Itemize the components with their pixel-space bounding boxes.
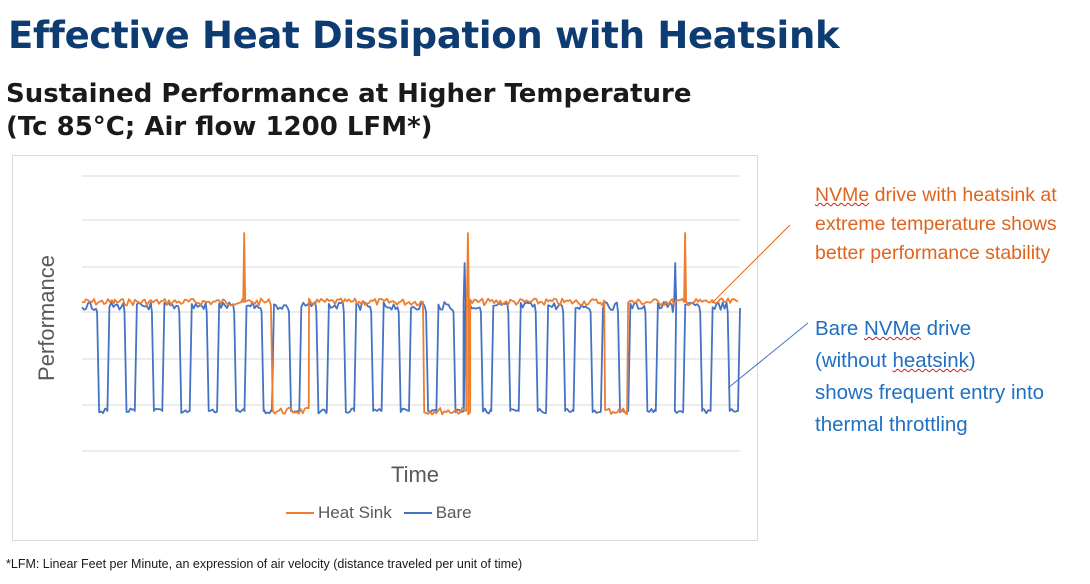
legend-label-heat-sink: Heat Sink (318, 503, 392, 522)
bare-annotation-line-1: Bare NVMe drive (815, 317, 972, 340)
subtitle-line-1: Sustained Performance at Higher Temperat… (6, 79, 692, 109)
performance-chart (81, 175, 741, 452)
bare-annotation: Bare NVMe drive (without heatsink) shows… (815, 313, 1044, 441)
chart-legend: Heat Sink Bare (286, 503, 472, 523)
legend-swatch-heat-sink (286, 512, 314, 514)
series-line-bare (81, 262, 741, 415)
bare-annotation-line-3: shows frequent entry into (815, 381, 1045, 404)
page-title: Effective Heat Dissipation with Heatsink (8, 14, 840, 57)
legend-item-bare: Bare (403, 503, 472, 523)
x-axis-label: Time (390, 462, 440, 487)
legend-swatch-bare (403, 512, 432, 514)
bare-pointer-line (727, 322, 809, 389)
footnote: *LFM: Linear Feet per Minute, an express… (6, 557, 523, 571)
legend-label-bare: Bare (435, 503, 472, 522)
chart-subtitle: Sustained Performance at Higher Temperat… (6, 78, 692, 144)
series-line-heat-sink (81, 232, 739, 416)
legend-item-heat-sink: Heat Sink (286, 503, 392, 523)
heatsink-annotation: NVMe drive with heatsink at extreme temp… (815, 181, 1057, 268)
subtitle-line-2: (Tc 85°C; Air flow 1200 LFM*) (6, 112, 433, 142)
bare-annotation-line-2: (without heatsink) (815, 349, 976, 372)
heatsink-annotation-line-2: extreme temperature shows (815, 213, 1057, 235)
heatsink-annotation-line-1: NVMe drive with heatsink at (815, 184, 1057, 206)
heatsink-annotation-line-3: better performance stability (815, 242, 1051, 264)
chart-frame (12, 155, 758, 541)
heatsink-pointer-line (711, 224, 791, 304)
bare-annotation-line-4: thermal throttling (815, 413, 968, 436)
